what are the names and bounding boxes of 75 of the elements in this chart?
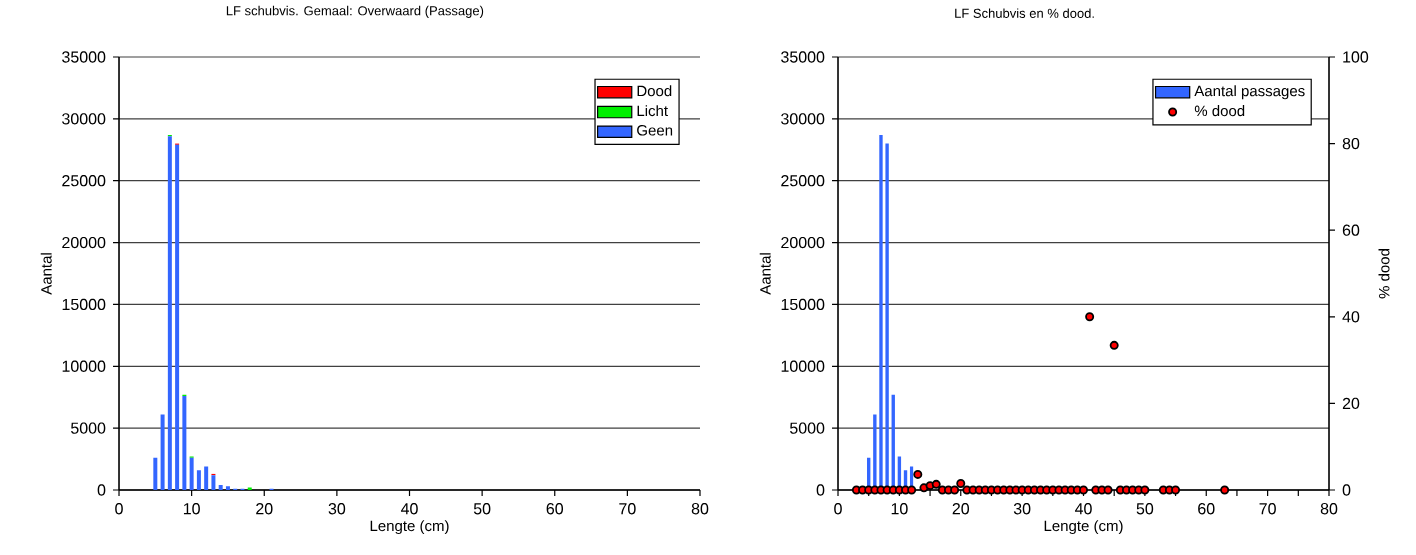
x-tick-label: 80 [1320, 503, 1338, 515]
y-tick-label: 20000 [781, 236, 825, 249]
point [950, 485, 960, 495]
x-tick-label: 0 [115, 503, 123, 515]
legend-label: % dood [1194, 105, 1245, 117]
bar [211, 475, 216, 490]
point [1171, 485, 1181, 495]
y-tick-label: 0 [816, 484, 825, 496]
point [1220, 485, 1230, 495]
point [1079, 485, 1089, 495]
y-tick-label: 10000 [781, 360, 825, 372]
legend-label: Aantal passages [1194, 85, 1305, 100]
bar [167, 136, 172, 490]
x-axis-title: Lengte (cm) [1044, 520, 1123, 535]
y2-axis-title: % dood [1378, 249, 1390, 299]
y2-tick-label: 60 [1342, 224, 1360, 236]
chart-title: LF schubvis. Gemaal: Overwaard (Passage) [226, 5, 484, 18]
y-tick-label: 20000 [62, 236, 106, 249]
y-tick-label: 15000 [62, 298, 106, 311]
x-tick-label: 0 [834, 503, 842, 515]
bar [204, 466, 209, 490]
x-tick-label: 10 [891, 503, 908, 515]
y2-tick-label: 20 [1342, 397, 1360, 410]
bar [218, 485, 223, 490]
y-tick-label: 35000 [781, 51, 825, 63]
y-tick-label: 5000 [789, 422, 825, 434]
y-tick-label: 5000 [70, 422, 106, 434]
x-axis-title: Lengte (cm) [370, 520, 449, 535]
y-tick-label: 15000 [781, 298, 825, 311]
point [907, 485, 917, 495]
x-tick-label: 20 [256, 503, 273, 515]
x-tick-label: 40 [400, 503, 418, 515]
x-tick-label: 20 [952, 503, 970, 515]
y-tick-label: 25000 [781, 175, 825, 187]
bar [189, 457, 194, 490]
point [1085, 312, 1095, 322]
legend-label: Licht [637, 105, 668, 117]
y2-tick-label: 100 [1343, 51, 1369, 63]
bar [182, 395, 187, 490]
bar [225, 486, 230, 490]
x-tick-label: 60 [546, 503, 564, 515]
x-tick-label: 50 [473, 503, 491, 515]
point [931, 479, 941, 489]
legend-label: Dood [637, 85, 672, 97]
y-tick-label: 30000 [62, 113, 106, 125]
x-tick-label: 10 [183, 503, 200, 515]
bar [175, 144, 180, 490]
x-tick-label: 40 [1074, 503, 1092, 515]
y-tick-label: 0 [97, 484, 106, 496]
point [1109, 340, 1119, 350]
y-axis-title: Aantal [759, 253, 771, 295]
bar [196, 470, 201, 490]
x-tick-label: 70 [1259, 503, 1276, 515]
point [1103, 485, 1113, 495]
y-tick-label: 25000 [62, 175, 106, 187]
legend-label: Geen [637, 124, 673, 136]
x-tick-label: 30 [328, 503, 346, 515]
bar [153, 457, 158, 490]
chart-title: LF Schubvis en % dood. [955, 8, 1094, 18]
y2-tick-label: 40 [1342, 311, 1360, 323]
y2-tick-label: 0 [1342, 484, 1351, 496]
point [1140, 485, 1150, 495]
y-tick-label: 30000 [781, 113, 825, 125]
x-tick-label: 60 [1198, 503, 1215, 515]
x-tick-label: 30 [1013, 503, 1031, 515]
point [956, 478, 966, 488]
y2-tick-label: 80 [1342, 137, 1360, 150]
x-tick-label: 80 [691, 503, 709, 515]
point [913, 469, 923, 479]
y-tick-label: 10000 [62, 360, 106, 372]
x-tick-label: 50 [1136, 503, 1154, 515]
x-tick-label: 70 [619, 503, 636, 515]
y-tick-label: 35000 [62, 51, 106, 63]
bar [160, 414, 165, 490]
y-axis-title: Aantal [40, 253, 52, 295]
